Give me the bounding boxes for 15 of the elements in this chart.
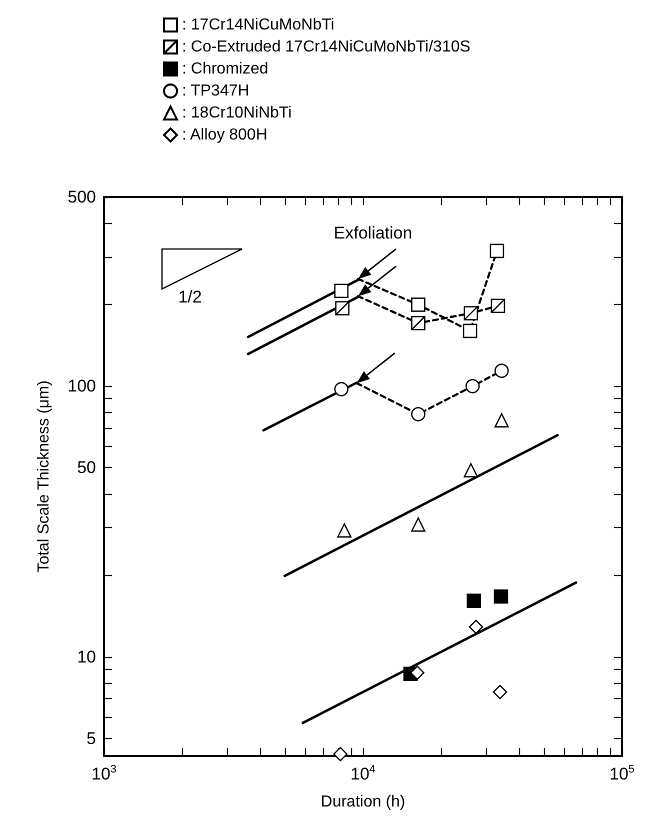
legend-label: : Alloy 800H — [182, 126, 268, 144]
legend-label: : Chromized — [182, 60, 268, 78]
y-tick-label: 100 — [68, 376, 96, 396]
legend-label: : 17Cr14NiCuMoNbTi — [182, 16, 334, 34]
legend-label: : TP347H — [182, 82, 250, 100]
annotation: 1/2 — [178, 288, 202, 306]
y-tick-label: 500 — [68, 188, 96, 206]
x-axis-title: Duration (h) — [320, 794, 406, 810]
legend-label: : Co-Extruded 17Cr14NiCuMoNbTi/310S — [182, 38, 470, 56]
annotation: Exfoliation — [334, 224, 412, 242]
y-tick-label: 50 — [77, 458, 96, 478]
y-tick-label: 10 — [77, 647, 96, 666]
y-axis-title: Total Scale Thickness (μm) — [36, 380, 52, 573]
legend-label: : 18Cr10NiNbTi — [182, 104, 292, 122]
y-tick-label: 5 — [86, 728, 96, 748]
